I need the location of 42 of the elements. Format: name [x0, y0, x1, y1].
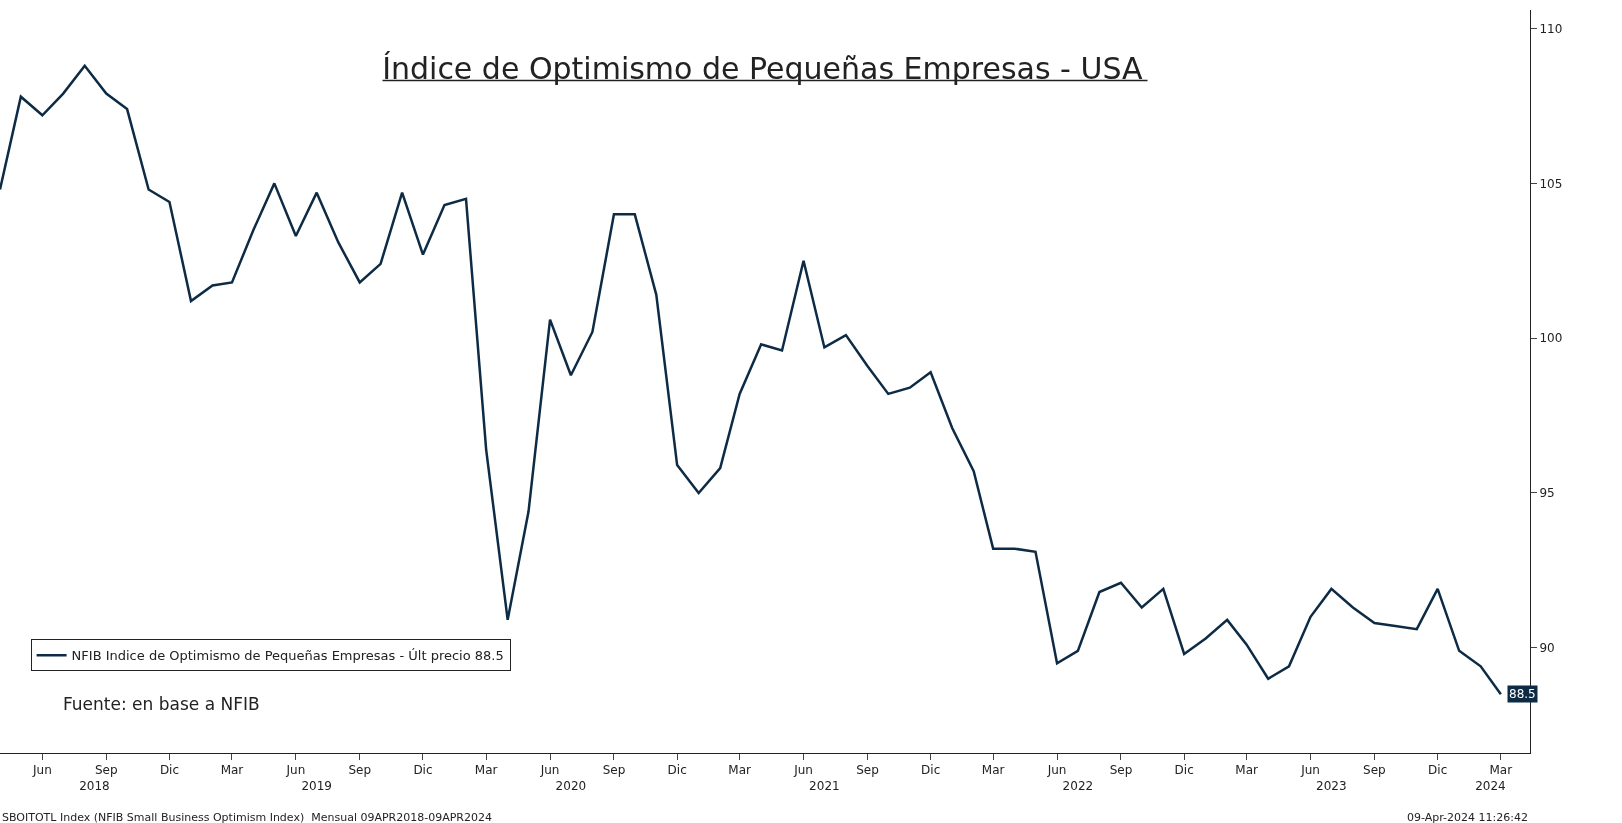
data-label: 88.5: [1509, 687, 1536, 701]
x-tick-label: Jun: [285, 763, 306, 778]
y-tick-label: 105: [1539, 176, 1563, 191]
y-tick-label: 100: [1539, 331, 1563, 346]
x-tick-label: Jun: [793, 763, 813, 778]
x2-tick-label: 2023: [1316, 779, 1347, 793]
x-tick-label: Sep: [1109, 763, 1133, 778]
x2-tick-label: 2020: [555, 779, 587, 793]
x-tick-label: Sep: [94, 763, 118, 778]
x-tick-label: Dic: [159, 763, 180, 778]
x-tick-label: Jun: [539, 763, 560, 778]
x-tick-label: Dic: [413, 763, 433, 778]
x-tick-label: Sep: [1363, 763, 1386, 778]
text: 09-Apr-2024 11:26:42: [1407, 811, 1528, 823]
text: Índice de Optimismo de Pequeñas Empresas - USA: [382, 50, 1144, 86]
x2-tick-label: 2022: [1062, 779, 1094, 793]
x2-tick-label: 2024: [1475, 779, 1506, 793]
x-tick-label: Sep: [348, 763, 372, 778]
x-tick-label: Dic: [667, 763, 687, 778]
x-tick-label: Jun: [1300, 763, 1320, 778]
x2-tick-label: 2019: [301, 779, 332, 793]
x-tick-label: Mar: [981, 763, 1005, 778]
x-tick-label: Mar: [728, 763, 752, 778]
x-tick-label: Dic: [1174, 763, 1194, 778]
x-tick-label: Mar: [1235, 763, 1259, 778]
x-tick-label: Jun: [1046, 763, 1067, 778]
y-tick-label: 95: [1539, 486, 1555, 501]
x-tick-label: Mar: [220, 763, 244, 778]
x-tick-label: Sep: [856, 763, 879, 778]
x-tick-label: Dic: [1428, 763, 1448, 778]
y-tick-label: 110: [1539, 21, 1563, 36]
x-tick-label: Mar: [474, 763, 498, 778]
x2-tick-label: 2018: [79, 779, 110, 793]
y-tick-label: 90: [1539, 640, 1555, 655]
x-tick-label: Mar: [1489, 763, 1513, 778]
x-tick-label: Dic: [921, 763, 941, 778]
x2-tick-label: 2021: [809, 779, 840, 793]
annotation: Fuente: en base a NFIB: [63, 694, 260, 714]
x-tick-label: Sep: [602, 763, 626, 778]
x-tick-label: Jun: [31, 763, 52, 778]
legend-label: NFIB Indice de Optimismo de Pequeñas Empresas - Últ precio 88.5: [71, 648, 504, 664]
text: SBOITOTL Index (NFIB Small Business Optimism Index) Mensual 09APR2018-09APR2024: [2, 811, 492, 823]
